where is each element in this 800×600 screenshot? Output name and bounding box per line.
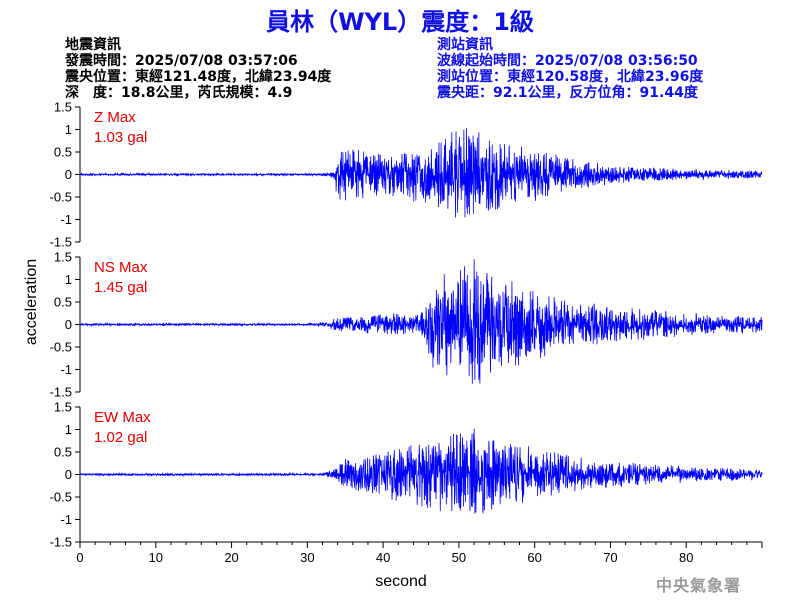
y-tick-label: 0 <box>65 317 72 332</box>
x-tick-label: 20 <box>224 550 238 565</box>
earthquake-info: 地震資訊 發震時間：2025/07/08 03:57:06 震央位置：東經121… <box>65 37 331 101</box>
x-tick-label: 10 <box>149 550 163 565</box>
y-tick-label: -0.5 <box>50 190 72 205</box>
max-label-ns: NS Max <box>94 259 148 276</box>
y-tick-label: 0 <box>65 167 72 182</box>
station-info-heading: 測站資訊 <box>437 37 493 53</box>
max-label-ew: EW Max <box>94 409 151 426</box>
max-value-ew: 1.02 gal <box>94 429 147 446</box>
y-tick-label: -0.5 <box>50 340 72 355</box>
y-tick-label: -1.5 <box>50 535 72 550</box>
x-tick-label: 0 <box>76 550 83 565</box>
y-tick-label: 1 <box>65 272 72 287</box>
origin-time: 發震時間：2025/07/08 03:57:06 <box>65 53 298 69</box>
epicenter-location: 震央位置：東經121.48度，北緯23.94度 <box>65 69 332 85</box>
y-tick-label: 0.5 <box>54 145 72 160</box>
x-axis-title: second <box>375 573 427 590</box>
y-tick-label: 1 <box>65 122 72 137</box>
max-value-z: 1.03 gal <box>94 129 147 146</box>
y-tick-label: -1.5 <box>50 385 72 400</box>
x-tick-label: 70 <box>603 550 617 565</box>
x-tick-label: 50 <box>452 550 466 565</box>
y-tick-label: -0.5 <box>50 490 72 505</box>
x-tick-label: 30 <box>300 550 314 565</box>
waveform-start-time: 波線起始時間：2025/07/08 03:56:50 <box>437 53 698 69</box>
y-tick-label: 0.5 <box>54 445 72 460</box>
distance-azimuth: 震央距：92.1公里，反方位角：91.44度 <box>437 85 698 101</box>
max-label-z: Z Max <box>94 109 136 126</box>
y-tick-label: -1 <box>60 212 72 227</box>
depth-magnitude: 深 度：18.8公里，芮氏規模：4.9 <box>65 85 293 101</box>
y-tick-label: 0.5 <box>54 295 72 310</box>
x-tick-label: 40 <box>376 550 390 565</box>
y-tick-label: 1 <box>65 422 72 437</box>
y-tick-label: -1 <box>60 362 72 377</box>
station-location: 測站位置：東經120.58度，北緯23.96度 <box>437 69 704 85</box>
station-info: 測站資訊 波線起始時間：2025/07/08 03:56:50 測站位置：東經1… <box>437 37 703 101</box>
y-axis-title: acceleration <box>23 259 40 345</box>
waveform-ns <box>79 259 763 384</box>
x-tick-label: 60 <box>527 550 541 565</box>
y-tick-label: 1.5 <box>54 400 72 415</box>
y-tick-label: 1.5 <box>54 100 72 115</box>
y-tick-label: 0 <box>65 467 72 482</box>
waveform-ew <box>79 428 763 514</box>
y-tick-label: -1.5 <box>50 235 72 250</box>
y-tick-label: -1 <box>60 512 72 527</box>
x-tick-label: 80 <box>679 550 693 565</box>
waveform-z <box>79 128 763 218</box>
agency-watermark: 中央氣象署 <box>656 576 742 595</box>
chart-title: 員林（WYL）震度：1級 <box>266 8 534 36</box>
y-tick-label: 1.5 <box>54 250 72 265</box>
max-value-ns: 1.45 gal <box>94 279 147 296</box>
earthquake-info-heading: 地震資訊 <box>65 37 121 53</box>
